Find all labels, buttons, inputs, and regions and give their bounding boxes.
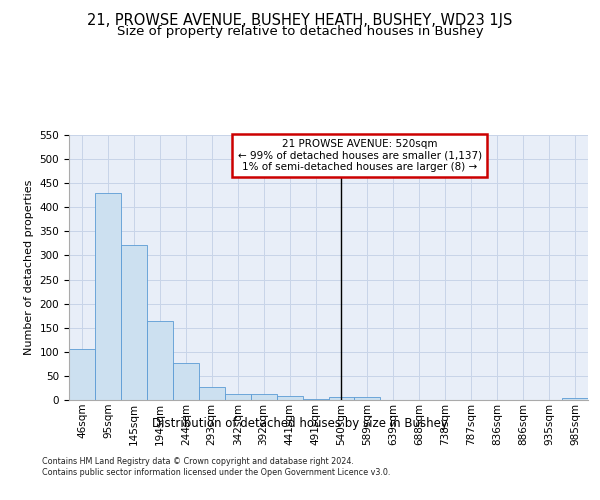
Text: 21, PROWSE AVENUE, BUSHEY HEATH, BUSHEY, WD23 1JS: 21, PROWSE AVENUE, BUSHEY HEATH, BUSHEY,… [88,12,512,28]
Bar [199,388,224,400]
Bar [562,398,588,400]
Bar [147,321,173,400]
Bar [355,397,380,400]
Bar [329,397,355,400]
Bar [251,394,277,400]
Bar [173,364,199,400]
Y-axis label: Number of detached properties: Number of detached properties [24,180,34,355]
Bar [302,398,329,400]
Text: Size of property relative to detached houses in Bushey: Size of property relative to detached ho… [116,25,484,38]
Bar [225,394,251,400]
Text: 21 PROWSE AVENUE: 520sqm
← 99% of detached houses are smaller (1,137)
1% of semi: 21 PROWSE AVENUE: 520sqm ← 99% of detach… [238,139,482,172]
Text: Distribution of detached houses by size in Bushey: Distribution of detached houses by size … [152,418,448,430]
Bar [121,245,147,400]
Bar [69,350,95,400]
Bar [95,193,121,400]
Text: Contains HM Land Registry data © Crown copyright and database right 2024.
Contai: Contains HM Land Registry data © Crown c… [42,458,391,477]
Bar [277,396,302,400]
